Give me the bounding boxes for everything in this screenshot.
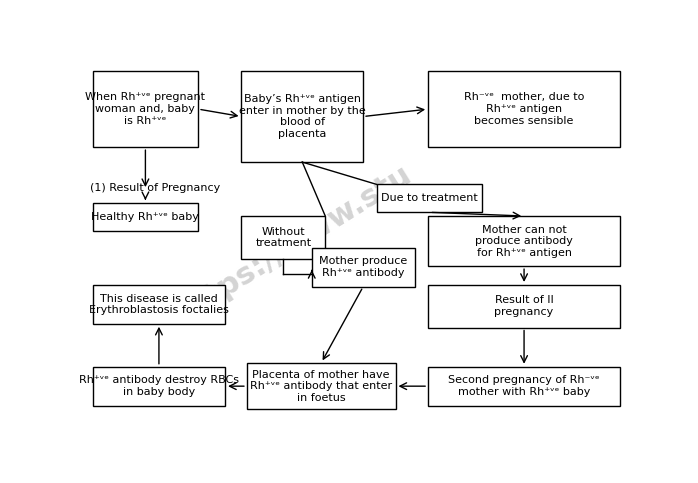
Text: https://www.stu: https://www.stu	[169, 159, 417, 329]
FancyBboxPatch shape	[312, 248, 415, 287]
FancyBboxPatch shape	[428, 285, 620, 327]
Text: Healthy Rh⁺ᵛᵉ baby: Healthy Rh⁺ᵛᵉ baby	[91, 212, 200, 222]
FancyBboxPatch shape	[93, 203, 198, 231]
Text: Rh⁺ᵛᵉ antibody destroy RBCs
in baby body: Rh⁺ᵛᵉ antibody destroy RBCs in baby body	[79, 375, 239, 397]
FancyBboxPatch shape	[242, 71, 363, 162]
Text: Placenta of mother have
Rh⁺ᵛᵉ antibody that enter
in foetus: Placenta of mother have Rh⁺ᵛᵉ antibody t…	[250, 369, 392, 403]
Text: Due to treatment: Due to treatment	[381, 193, 477, 203]
FancyBboxPatch shape	[242, 216, 325, 259]
FancyBboxPatch shape	[93, 367, 225, 406]
FancyBboxPatch shape	[247, 363, 396, 410]
FancyBboxPatch shape	[93, 71, 198, 147]
Text: When Rh⁺ᵛᵉ pregnant
woman and, baby
is Rh⁺ᵛᵉ: When Rh⁺ᵛᵉ pregnant woman and, baby is R…	[85, 93, 205, 126]
Text: This disease is called
Erythroblastosis foctalies: This disease is called Erythroblastosis …	[89, 294, 229, 315]
Text: Rh⁻ᵛᵉ  mother, due to
Rh⁺ᵛᵉ antigen
becomes sensible: Rh⁻ᵛᵉ mother, due to Rh⁺ᵛᵉ antigen becom…	[464, 93, 584, 126]
Text: Mother produce
Rh⁺ᵛᵉ antibody: Mother produce Rh⁺ᵛᵉ antibody	[319, 256, 407, 278]
Text: Mother can not
produce antibody
for Rh⁺ᵛᵉ antigen: Mother can not produce antibody for Rh⁺ᵛ…	[475, 225, 573, 258]
FancyBboxPatch shape	[377, 185, 482, 213]
Text: (1) Result of Pregnancy: (1) Result of Pregnancy	[90, 183, 220, 193]
FancyBboxPatch shape	[93, 285, 225, 324]
FancyBboxPatch shape	[428, 71, 620, 147]
Text: Without
treatment: Without treatment	[255, 227, 311, 248]
Text: Baby’s Rh⁺ᵛᵉ antigen
enter in mother by the
blood of
placenta: Baby’s Rh⁺ᵛᵉ antigen enter in mother by …	[239, 94, 366, 139]
Text: Result of II
pregnancy: Result of II pregnancy	[494, 296, 554, 317]
FancyBboxPatch shape	[428, 216, 620, 266]
FancyBboxPatch shape	[428, 367, 620, 406]
Text: Second pregnancy of Rh⁻ᵛᵉ
mother with Rh⁺ᵛᵉ baby: Second pregnancy of Rh⁻ᵛᵉ mother with Rh…	[448, 375, 600, 397]
